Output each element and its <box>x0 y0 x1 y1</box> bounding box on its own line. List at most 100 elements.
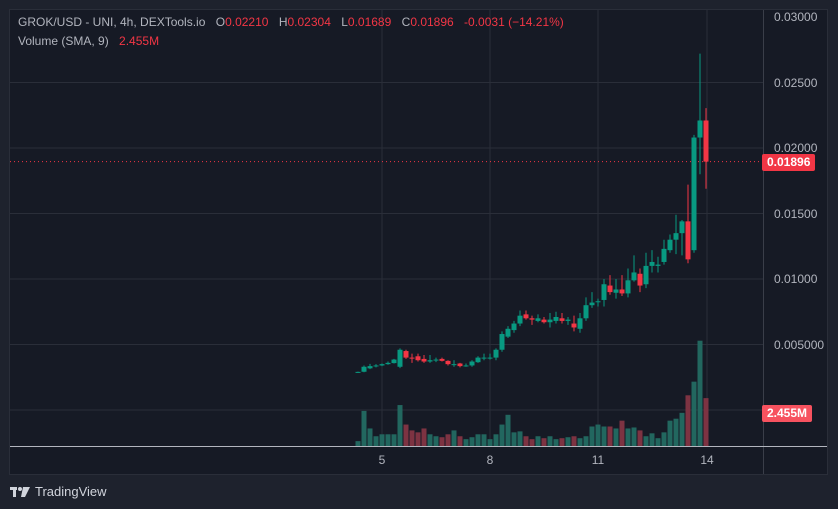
volume-bar <box>487 439 493 446</box>
candle-body <box>625 280 631 294</box>
candle-body <box>607 285 613 293</box>
candle-body <box>397 349 403 367</box>
candle-body <box>685 221 691 260</box>
volume-bar <box>427 434 433 446</box>
volume-bar <box>361 410 367 446</box>
candle-body <box>451 364 457 366</box>
volume-bar <box>511 432 517 446</box>
volume-bar <box>691 381 697 446</box>
volume-bar <box>613 428 619 446</box>
candle-body <box>649 261 655 266</box>
volume-bar <box>631 427 637 446</box>
candle-body <box>619 289 625 294</box>
volume-bar <box>439 437 445 446</box>
candle-body <box>433 359 439 361</box>
open-value: 0.02210 <box>225 15 269 29</box>
volume-bar <box>367 428 373 446</box>
candle-body <box>529 318 535 320</box>
candle-body <box>487 357 493 359</box>
last-price-tag: 0.01896 <box>762 154 816 171</box>
candle-body <box>691 137 697 251</box>
candle-body <box>697 120 703 138</box>
candle-body <box>391 359 397 364</box>
volume-bar <box>469 437 475 446</box>
candle-body <box>355 371 361 373</box>
volume-bar <box>703 398 709 446</box>
candle-body <box>481 357 487 359</box>
volume-bar <box>637 430 643 446</box>
candle-body <box>385 362 391 365</box>
volume-bar <box>373 436 379 446</box>
candle-body <box>457 363 463 367</box>
volume-bar <box>451 430 457 446</box>
candle-body <box>505 328 511 337</box>
close-value: 0.01896 <box>410 15 454 29</box>
candle-body <box>373 365 379 367</box>
volume-bar <box>625 428 631 446</box>
volume-bar <box>529 439 535 446</box>
time-tick: 5 <box>378 453 386 467</box>
volume-bar <box>445 434 451 446</box>
volume-bar <box>673 418 679 446</box>
candle-body <box>565 319 571 321</box>
volume-bar <box>619 420 625 446</box>
volume-bar <box>481 434 487 446</box>
volume-bar <box>535 436 541 446</box>
volume-bar <box>655 438 661 446</box>
candle-body <box>469 361 475 366</box>
change-value: -0.0031 (−14.21%) <box>464 15 564 29</box>
symbol-legend: GROK/USD - UNI, 4h, DEXTools.io O0.02210… <box>18 15 564 29</box>
candle-body <box>577 318 583 329</box>
candle-body <box>553 316 559 321</box>
volume-bar <box>475 434 481 446</box>
volume-bar <box>391 434 397 446</box>
volume-bar <box>385 434 391 446</box>
volume-bar <box>577 438 583 446</box>
volume-bar <box>559 438 565 446</box>
candle-body <box>415 356 421 361</box>
close-label: C <box>401 15 411 29</box>
candle-body <box>673 233 679 240</box>
volume-bar <box>499 424 505 446</box>
candle-body <box>637 273 643 286</box>
candle-body <box>661 248 667 262</box>
volume-bar <box>541 438 547 446</box>
volume-bar <box>589 426 595 446</box>
volume-bar <box>523 436 529 446</box>
price-tick: 0.03000 <box>774 10 818 24</box>
time-tick: 11 <box>591 453 605 467</box>
candle-body <box>439 358 445 361</box>
volume-bar <box>517 431 523 446</box>
time-tick: 8 <box>486 453 494 467</box>
price-tick: 0.01000 <box>774 272 818 286</box>
candle-body <box>643 265 649 285</box>
volume-bar <box>553 439 559 446</box>
volume-bar <box>379 434 385 446</box>
candle-body <box>421 358 427 362</box>
candle-body <box>463 365 469 367</box>
volume-bar <box>355 441 361 446</box>
candle-body <box>679 221 685 234</box>
volume-label: Volume (SMA, 9) <box>18 34 109 48</box>
open-label: O <box>215 15 226 29</box>
volume-bar <box>697 340 703 446</box>
volume-bar <box>415 432 421 446</box>
candle-body <box>367 366 373 369</box>
candle-body <box>379 364 385 366</box>
candle-body <box>559 318 565 321</box>
high-label: H <box>278 15 288 29</box>
volume-bar <box>583 436 589 446</box>
candle-body <box>523 314 529 319</box>
tradingview-brand[interactable]: TradingView <box>10 484 107 499</box>
candle-body <box>493 349 499 358</box>
price-tick: 0.02500 <box>774 76 818 90</box>
candle-body <box>703 120 709 162</box>
volume-bar <box>463 439 469 446</box>
price-tick: 0.01500 <box>774 207 818 221</box>
volume-bar <box>403 424 409 446</box>
volume-legend: Volume (SMA, 9) 2.455M <box>18 34 159 48</box>
price-tick: 0.02000 <box>774 141 818 155</box>
candle-body <box>571 323 577 328</box>
candle-body <box>655 264 661 266</box>
